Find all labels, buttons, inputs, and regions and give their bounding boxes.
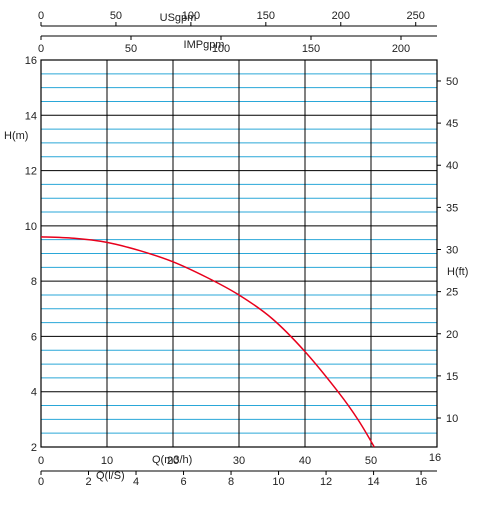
left-tick-label: 10 — [25, 221, 37, 233]
left-axis-label: H(m) — [4, 130, 28, 142]
bottom-ls-tick-label: 16 — [415, 476, 427, 488]
right-tick-label: 15 — [446, 371, 458, 383]
head-flow-curve — [40, 236, 375, 448]
bottom-ls-tick-label: 0 — [38, 476, 44, 488]
left-tick-label: 16 — [25, 55, 37, 67]
bottom-ls-tick-label: 10 — [272, 476, 284, 488]
curve-layer — [40, 236, 375, 448]
left-tick-label: 2 — [31, 442, 37, 454]
bottom-m3h-tick-label: 16 — [429, 452, 441, 464]
left-tick-label: 4 — [31, 387, 37, 399]
plot-frame — [40, 59, 438, 448]
frame-layer — [40, 59, 438, 448]
right-tick-label: 25 — [446, 287, 458, 299]
top-imp-tick-label: 50 — [125, 43, 137, 55]
bottom-m3h-tick-label: 0 — [38, 455, 44, 467]
right-tick-label: 45 — [446, 118, 458, 130]
bottom-m3h-tick-label: 30 — [233, 455, 245, 467]
bottom-ls-tick-label: 14 — [367, 476, 379, 488]
left-tick-label: 12 — [25, 166, 37, 178]
bottom-ls-axis-label: Q(l/S) — [96, 470, 125, 482]
bottom-m3h-tick-label: 40 — [299, 455, 311, 467]
bottom-m3h-tick-label: 50 — [365, 455, 377, 467]
right-tick-label: 20 — [446, 329, 458, 341]
top-us-tick-label: 0 — [38, 10, 44, 22]
top-us-axis-label: USgpm — [160, 12, 197, 24]
right-tick-label: 40 — [446, 160, 458, 172]
grid-layer — [41, 60, 437, 447]
right-tick-label: 10 — [446, 413, 458, 425]
bottom-m3h-tick-label: 20 — [167, 455, 179, 467]
top-imp-tick-label: 200 — [392, 43, 410, 55]
left-tick-label: 6 — [31, 331, 37, 343]
top-us-tick-label: 200 — [332, 10, 350, 22]
top-us-tick-label: 150 — [257, 10, 275, 22]
bottom-ls-tick-label: 6 — [180, 476, 186, 488]
top-us-tick-label: 100 — [182, 10, 200, 22]
bottom-ls-tick-label: 8 — [228, 476, 234, 488]
top-imp-axis-label: IMPgpm — [184, 39, 225, 51]
bottom-ls-tick-label: 2 — [85, 476, 91, 488]
right-tick-label: 50 — [446, 76, 458, 88]
bottom-ls-tick-label: 12 — [320, 476, 332, 488]
top-imp-tick-label: 0 — [38, 43, 44, 55]
right-tick-label: 30 — [446, 244, 458, 256]
right-axis-label: H(ft) — [447, 266, 468, 278]
left-tick-label: 8 — [31, 276, 37, 288]
top-imp-tick-label: 150 — [302, 43, 320, 55]
left-tick-label: 14 — [25, 110, 37, 122]
top-imp-tick-label: 100 — [212, 43, 230, 55]
labels-layer: USgpm IMPgpm H(m) H(ft) Q(m3/h) Q(l/S) — [4, 12, 468, 482]
bottom-ls-tick-label: 4 — [133, 476, 139, 488]
right-tick-label: 35 — [446, 202, 458, 214]
bottom-m3h-axis-label: Q(m3/h) — [152, 454, 192, 466]
top-us-tick-label: 250 — [407, 10, 425, 22]
bottom-m3h-tick-label: 10 — [101, 455, 113, 467]
top-us-tick-label: 50 — [110, 10, 122, 22]
